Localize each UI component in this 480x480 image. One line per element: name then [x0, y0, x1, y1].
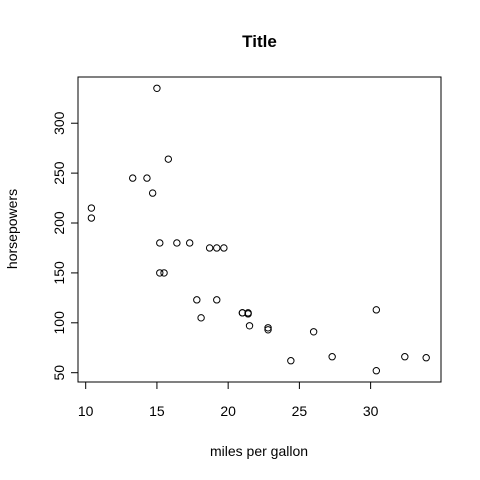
- data-point: [213, 244, 221, 252]
- data-point: [220, 244, 228, 252]
- x-tick-label: 25: [292, 403, 308, 419]
- data-point: [309, 328, 318, 336]
- data-point: [143, 174, 151, 182]
- data-point: [372, 306, 381, 314]
- data-point: [129, 174, 137, 182]
- x-tick-label: 20: [220, 403, 236, 419]
- y-axis: 50 100 150 200 250 300: [51, 111, 79, 381]
- data-point: [328, 353, 336, 361]
- data-point: [173, 239, 181, 247]
- x-tick-label: 30: [363, 403, 379, 419]
- data-point: [287, 357, 295, 365]
- data-point: [160, 269, 168, 277]
- data-point: [185, 239, 194, 247]
- data-point: [193, 296, 201, 304]
- chart-title: Title: [242, 32, 277, 51]
- data-point: [197, 314, 205, 322]
- y-tick-label: 250: [51, 161, 67, 185]
- data-point: [164, 155, 173, 163]
- data-point: [153, 84, 161, 92]
- data-point: [213, 296, 221, 304]
- x-tick-label: 10: [78, 403, 94, 419]
- data-points: [87, 84, 430, 375]
- data-point: [244, 310, 252, 318]
- data-point: [156, 269, 164, 277]
- y-tick-label: 100: [51, 311, 67, 335]
- y-axis-label: horsepowers: [4, 189, 20, 269]
- y-tick-label: 50: [51, 365, 67, 381]
- data-point: [245, 322, 254, 330]
- data-point: [156, 239, 164, 247]
- data-point: [401, 353, 409, 361]
- data-point: [372, 367, 381, 375]
- y-tick-label: 300: [51, 111, 67, 135]
- data-point: [205, 244, 214, 252]
- x-axis-label: miles per gallon: [210, 443, 308, 459]
- data-point: [148, 189, 157, 197]
- x-axis: 10 15 20 25 30: [78, 381, 379, 419]
- data-point: [264, 326, 272, 334]
- data-point: [238, 309, 247, 317]
- data-point: [87, 214, 96, 222]
- plot-frame: [77, 76, 442, 383]
- y-tick-label: 200: [51, 211, 67, 235]
- x-tick-label: 15: [149, 403, 165, 419]
- data-point: [422, 354, 430, 362]
- data-point: [87, 204, 96, 212]
- data-point: [264, 324, 272, 332]
- y-tick-label: 150: [51, 261, 67, 285]
